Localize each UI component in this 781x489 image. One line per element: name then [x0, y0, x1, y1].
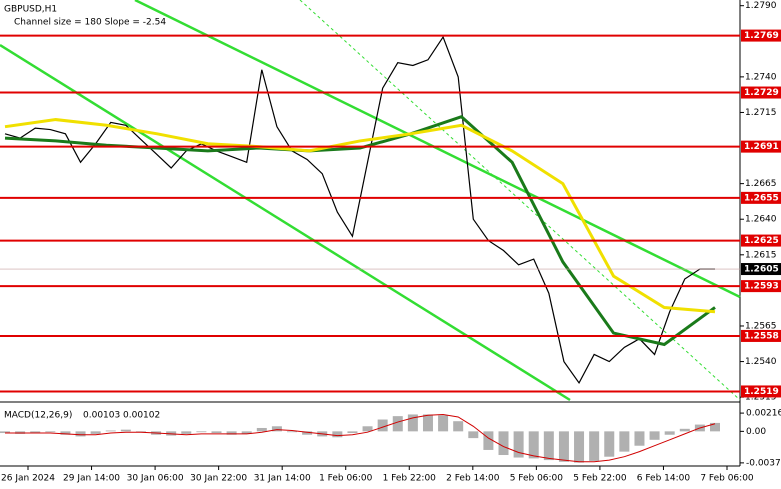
channel [0, 0, 741, 402]
macd-bar [634, 431, 645, 446]
macd-bar [256, 427, 267, 432]
macd-bar [483, 431, 494, 450]
macd-bar [679, 428, 690, 432]
macd-bar [302, 431, 313, 435]
macd-bar [438, 415, 449, 432]
x-tick-label: 31 Jan 14:00 [254, 474, 311, 484]
y-tick-label: 1.2740 [745, 72, 777, 82]
macd-bar [90, 431, 101, 434]
macd-bar [30, 431, 41, 434]
macd-bar [498, 431, 509, 456]
level-box [741, 191, 781, 204]
macd-bar [392, 416, 403, 432]
macd-bar [332, 431, 343, 438]
channel-lower [0, 43, 571, 402]
level-box [741, 280, 781, 293]
x-tick-label: 29 Jan 14:00 [63, 474, 120, 484]
macd-bar [377, 419, 388, 432]
level-box [741, 29, 781, 42]
macd-bar [422, 414, 433, 432]
x-tick-label: 26 Jan 2024 [1, 474, 55, 484]
level-box [741, 140, 781, 153]
macd-bar [347, 431, 358, 434]
x-tick-label: 30 Jan 22:00 [190, 474, 247, 484]
macd-bar [120, 429, 131, 432]
macd-bar [528, 431, 539, 459]
macd-bar [362, 426, 373, 432]
level-box [741, 234, 781, 247]
macd-bar [407, 414, 418, 432]
macd-bar [271, 426, 282, 432]
y-tick-label: -0.00373 [746, 458, 781, 468]
macd-title: MACD(12,26,9) [4, 411, 72, 421]
y-tick-label: 1.2790 [745, 1, 777, 11]
level-label: 1.2769 [744, 31, 779, 41]
y-tick-label: 1.2715 [745, 108, 777, 118]
macd-bar [574, 431, 585, 463]
x-tick-label: 1 Feb 06:00 [319, 474, 373, 484]
series-line [4, 118, 716, 314]
y-tick-label: 1.2515 [745, 393, 777, 403]
y-tick-label: 1.2615 [745, 250, 777, 260]
level-label: 1.2558 [744, 331, 779, 341]
current-price-box [741, 263, 781, 276]
macd-bar [513, 431, 524, 458]
macd-bar [60, 431, 71, 435]
macd-reading: 0.00102 [123, 411, 160, 421]
macd-bar [710, 422, 720, 432]
level-label: 1.2691 [744, 142, 779, 152]
chart-title: GBPUSD,H1 [4, 5, 57, 15]
macd-bar [468, 431, 479, 439]
macd-bar [226, 431, 237, 435]
level-box [741, 385, 781, 398]
level-label: 1.2655 [744, 193, 779, 203]
x-tick-label: 30 Jan 06:00 [127, 474, 184, 484]
x-tick-label: 1 Feb 22:00 [383, 474, 437, 484]
macd-bar [619, 431, 630, 452]
macd-bar [558, 431, 569, 462]
x-tick-label: 2 Feb 14:00 [446, 474, 500, 484]
x-tick-label: 5 Feb 22:00 [573, 474, 627, 484]
series-line [4, 35, 715, 385]
level-label: 1.2625 [744, 236, 779, 246]
macd-bar [649, 431, 660, 440]
macd-bar [543, 431, 554, 461]
macd-bar [664, 431, 675, 435]
macd-reading: 0.00103 [83, 411, 120, 421]
level-box [741, 86, 781, 99]
macd-bar [604, 431, 615, 457]
x-tick-label: 5 Feb 06:00 [510, 474, 564, 484]
level-label: 1.2729 [744, 88, 779, 98]
x-tick-label: 6 Feb 14:00 [637, 474, 691, 484]
macd-bar [287, 431, 298, 433]
macd-bar [241, 431, 252, 434]
macd-bar [453, 421, 464, 432]
y-tick-label: 1.2565 [745, 321, 777, 331]
macd-bar [105, 430, 116, 432]
channel-upper [134, 0, 741, 299]
x-tick-label: 7 Feb 06:00 [700, 474, 754, 484]
level-label: 1.2593 [744, 282, 779, 292]
current-price-label: 1.2605 [744, 265, 779, 275]
level-label: 1.2519 [744, 387, 779, 397]
y-tick-label: 1.2640 [745, 215, 777, 225]
y-tick-label: 1.2665 [745, 179, 777, 189]
macd-bar [45, 431, 56, 433]
y-tick-label: 1.2540 [745, 357, 777, 367]
macd-bar [196, 431, 207, 433]
y-tick-label: 0.00216 [746, 409, 781, 419]
y-tick-label: 0.00 [746, 427, 766, 437]
macd-bar [589, 431, 600, 461]
macd-bar [75, 431, 86, 437]
macd-bar [0, 431, 10, 434]
level-box [741, 329, 781, 342]
macd-bar [211, 431, 222, 434]
macd-bar [181, 431, 192, 434]
chart-subtitle: Channel size = 180 Slope = -2.54 [14, 18, 166, 28]
signal-line [5, 413, 716, 463]
